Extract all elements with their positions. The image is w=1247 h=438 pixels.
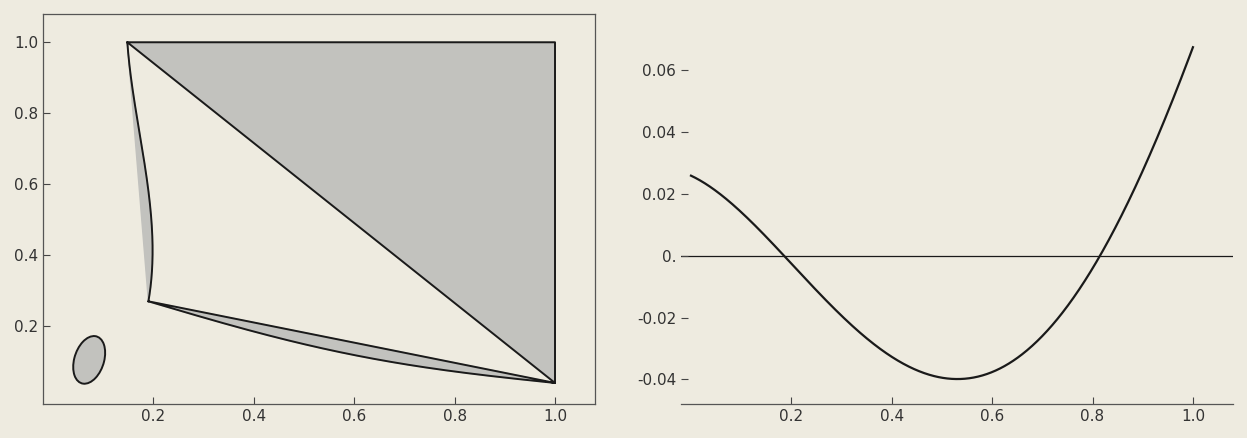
- Ellipse shape: [74, 336, 105, 384]
- Polygon shape: [127, 42, 555, 383]
